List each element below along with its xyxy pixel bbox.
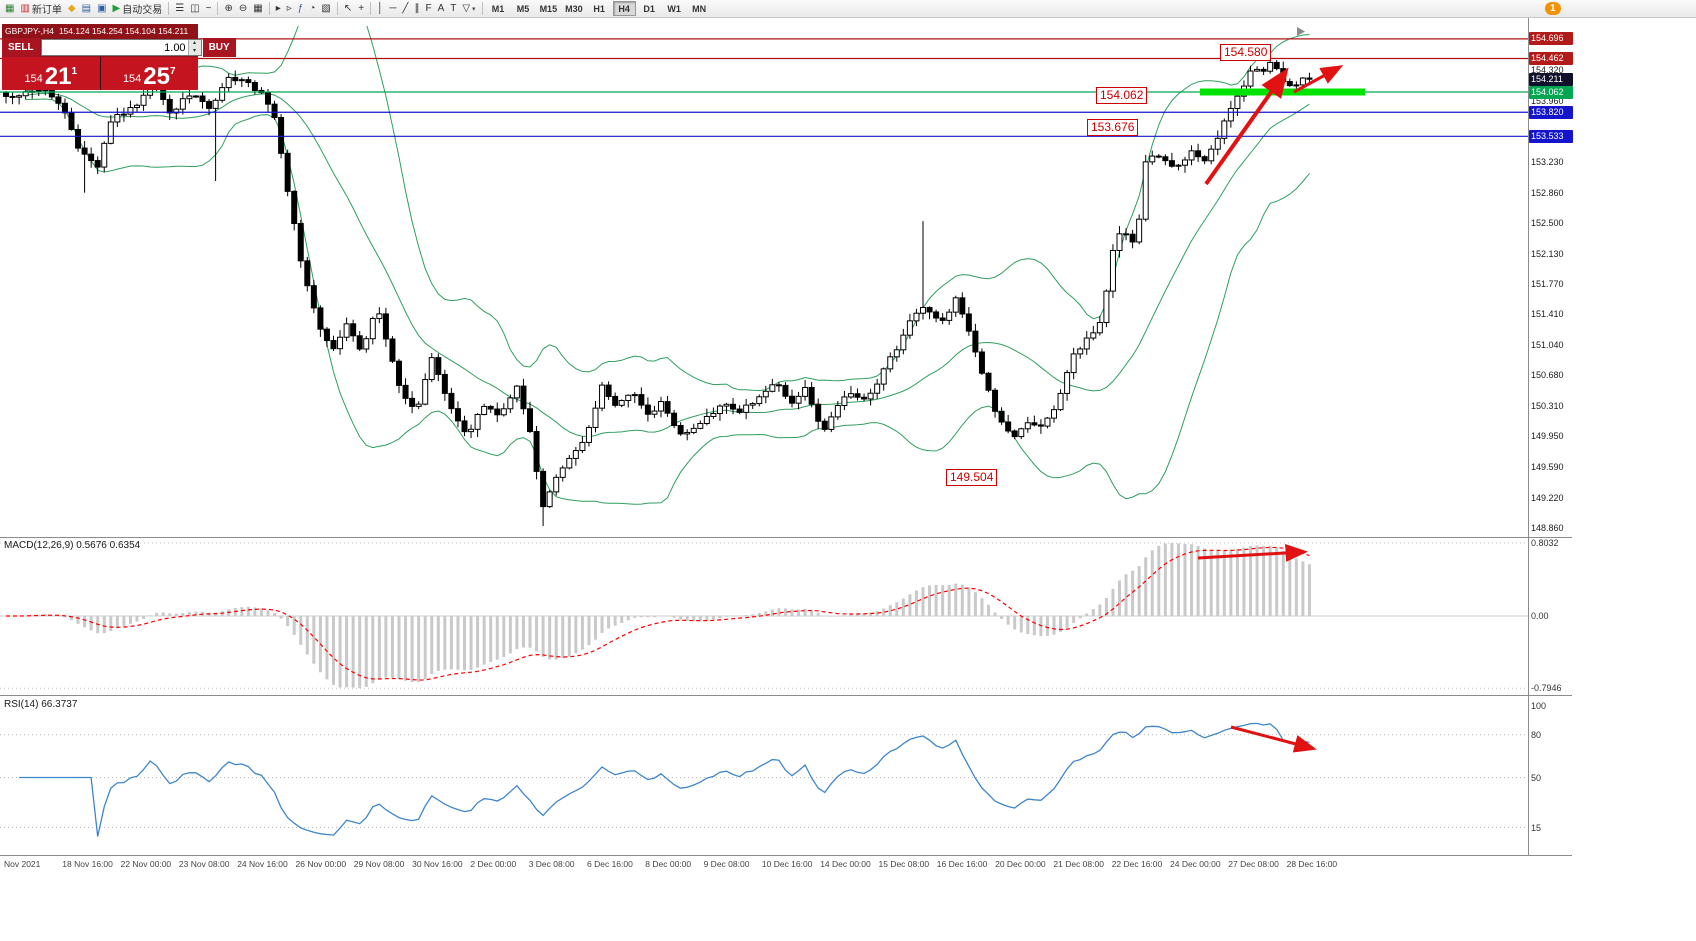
horizontal-line-icon: ─ (389, 2, 397, 14)
rsi-indicator-label: RSI(14) 66.3737 (4, 699, 78, 710)
toolbar-separator (336, 2, 338, 15)
fibonacci-icon: F (425, 2, 432, 14)
buy-price-button[interactable]: 154 25 7 (100, 57, 198, 90)
toolbar-separator (217, 2, 219, 15)
market-watch-icon: ▤ (81, 2, 92, 14)
indicators-button[interactable]: ƒ (295, 1, 307, 17)
candlestick-chart-icon: ◫ (190, 2, 200, 14)
tile-windows-icon: ▦ (253, 2, 263, 14)
price-flag[interactable]: 154.580 (1220, 44, 1272, 61)
vertical-line-button[interactable]: │ (374, 1, 386, 17)
fibonacci-button[interactable]: F (422, 1, 434, 17)
text-button[interactable]: A (435, 1, 448, 17)
zoom-out-icon: ⊖ (238, 2, 248, 14)
volume-input[interactable] (41, 40, 188, 55)
tile-windows-button[interactable]: ▦ (250, 1, 265, 17)
auto-scroll-button[interactable]: ▸ (273, 1, 284, 17)
line-chart-icon: ~ (205, 2, 212, 14)
zoom-out-button[interactable]: ⊖ (236, 1, 250, 17)
cursor-button[interactable]: ↖ (341, 1, 355, 17)
metaquotes-button[interactable]: ◆ (65, 1, 79, 17)
templates-icon: ▧ (321, 2, 331, 14)
price-flag[interactable]: 154.062 (1096, 87, 1148, 104)
macd-indicator-label: MACD(12,26,9) 0.5676 0.6354 (4, 540, 141, 551)
timeframe-h4[interactable]: H4 (612, 1, 636, 16)
toolbar-separator (481, 2, 483, 15)
volume-field: ▴ ▾ (40, 39, 202, 56)
metaquotes-icon: ◆ (67, 2, 76, 14)
timeframe-mn[interactable]: MN (688, 1, 711, 16)
buy-button[interactable]: BUY (202, 38, 236, 57)
channel-button[interactable]: ∥ (411, 1, 422, 17)
zoom-in-button[interactable]: ⊕ (221, 1, 235, 17)
templates-button[interactable]: ▧ (318, 1, 333, 17)
chart-shift-icon: ▹ (286, 2, 292, 14)
new-chart-icon: ▦ (5, 2, 15, 14)
vertical-line-icon: │ (377, 2, 384, 14)
channel-icon: ∥ (414, 2, 420, 14)
new-order-button-label: 新订单 (31, 5, 62, 16)
data-window-button[interactable]: ▣ (94, 1, 109, 17)
chart-info-bar: GBPJPY-,H4 154.124 154.254 154.104 154.2… (2, 24, 198, 38)
timeframe-w1[interactable]: W1 (663, 1, 686, 16)
price-flag[interactable]: 153.676 (1087, 119, 1139, 136)
symbol-period-label: GBPJPY-,H4 (5, 26, 54, 36)
periods-icon: ◔ (309, 2, 316, 14)
cursor-icon: ↖ (343, 2, 353, 14)
timeframe-m15[interactable]: M15 (537, 1, 561, 16)
indicators-icon: ƒ (297, 2, 304, 14)
auto-trading-button-label: 自动交易 (122, 5, 163, 16)
price-flag[interactable]: 149.504 (946, 469, 998, 486)
chart-canvas[interactable] (0, 18, 1572, 872)
label-icon: T (450, 2, 457, 14)
text-icon: A (437, 2, 445, 14)
toolbar-separator (268, 2, 270, 15)
timeframe-h1[interactable]: H1 (588, 1, 611, 16)
periods-button[interactable]: ◔ (306, 1, 318, 17)
label-button[interactable]: T (447, 1, 459, 17)
auto-trading-icon: ▶ (112, 2, 121, 14)
timeframe-m5[interactable]: M5 (512, 1, 535, 16)
volume-down-icon[interactable]: ▾ (188, 47, 201, 55)
shapes-icon: ▽ (462, 2, 471, 14)
ohlc-readout: 154.124 154.254 154.104 154.211 (58, 26, 189, 36)
toolbar-separator (370, 2, 372, 15)
candlestick-chart-button[interactable]: ◫ (187, 1, 202, 17)
horizontal-line-button[interactable]: ─ (386, 1, 399, 17)
trendline-button[interactable]: ╱ (399, 1, 411, 17)
market-watch-button[interactable]: ▤ (79, 1, 94, 17)
new-chart-button[interactable]: ▦ (2, 1, 17, 17)
data-window-icon: ▣ (97, 2, 107, 14)
chart-window[interactable]: GBPJPY-,H4 154.124 154.254 154.104 154.2… (0, 18, 1696, 941)
new-order-button[interactable]: ▥ 新订单 (17, 1, 64, 17)
shapes-button[interactable]: ▽ ▾ (459, 1, 478, 17)
one-click-trading-panel: GBPJPY-,H4 154.124 154.254 154.104 154.2… (2, 24, 236, 90)
toolbar-separator (168, 2, 170, 15)
bar-chart-button[interactable]: ☰ (172, 1, 187, 17)
timeframe-m1[interactable]: M1 (487, 1, 510, 16)
new-order-icon: ▥ (20, 2, 30, 14)
volume-spinner: ▴ ▾ (187, 40, 201, 55)
timeframe-d1[interactable]: D1 (638, 1, 661, 16)
auto-trading-button[interactable]: ▶ 自动交易 (110, 1, 166, 17)
sell-price-button[interactable]: 154 21 1 (2, 57, 100, 90)
chart-shift-button[interactable]: ▹ (284, 1, 295, 17)
bar-chart-icon: ☰ (175, 2, 185, 14)
line-chart-button[interactable]: ~ (203, 1, 215, 17)
crosshair-icon: + (358, 2, 365, 14)
sell-button[interactable]: SELL (2, 38, 40, 57)
volume-up-icon[interactable]: ▴ (188, 40, 201, 48)
auto-scroll-icon: ▸ (275, 2, 281, 14)
crosshair-button[interactable]: + (355, 1, 367, 17)
notification-badge[interactable]: 1 (1545, 2, 1561, 15)
timeframe-m30[interactable]: M30 (562, 1, 586, 16)
toolbar: ▦ ▥ 新订单 ◆ ▤ ▣ ▶ 自动交易 ☰ ◫ ~ ⊕ ⊖ ▦ ▸ ▹ ƒ ◔ ▧ ↖ + │ ─ ╱ ∥ F A T ▽ ▾ M1 M5 M… (0, 0, 1696, 18)
zoom-in-icon: ⊕ (224, 2, 233, 14)
trendline-icon: ╱ (402, 2, 409, 14)
chevron-down-icon: ▾ (472, 5, 476, 13)
